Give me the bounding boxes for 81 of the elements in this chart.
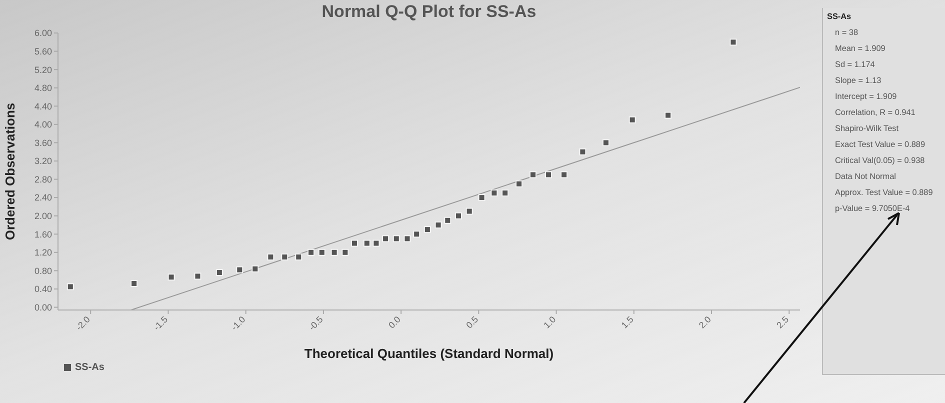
point (602, 139, 610, 146)
x-tick-label: 1.0 (542, 314, 558, 330)
x-tick-label: -0.5 (306, 314, 325, 332)
point (295, 253, 302, 260)
point (168, 274, 175, 281)
x-tick-label: 1.5 (619, 314, 636, 330)
y-tick-label: 2.80 (34, 174, 52, 184)
x-axis-title: Theoretical Quantiles (Standard Normal) (304, 346, 554, 361)
point (372, 240, 380, 247)
text: Shapiro-Wilk Test (835, 124, 899, 133)
point (342, 248, 349, 256)
point (490, 189, 498, 196)
point (130, 280, 138, 287)
point (350, 240, 358, 247)
text: SS-As (827, 12, 852, 21)
text: Mean = 1.909 (835, 44, 886, 53)
point (560, 171, 568, 178)
y-tick-label: 4.80 (34, 83, 52, 94)
point (382, 235, 390, 242)
y-tick-label: 3.60 (34, 138, 52, 148)
point (502, 189, 509, 196)
text: Slope = 1.13 (835, 76, 882, 85)
point (252, 265, 259, 272)
point (216, 269, 223, 276)
point (730, 38, 737, 46)
point (330, 248, 338, 256)
x-tick-label: -1.5 (152, 314, 170, 332)
point (308, 248, 315, 256)
point (66, 283, 74, 290)
point (392, 235, 400, 242)
point (444, 216, 452, 224)
y-tick-label: 2.00 (34, 211, 52, 222)
y-tick-label: 5.20 (34, 64, 52, 75)
x-tick-label: -2.0 (74, 314, 92, 332)
text: Critical Val(0.05) = 0.938 (835, 156, 925, 165)
y-tick-label: 4.40 (34, 101, 52, 112)
text: Approx. Test Value = 0.889 (835, 188, 933, 197)
text: Intercept = 1.909 (835, 92, 897, 101)
point (579, 148, 586, 156)
y-tick-label: 2.40 (34, 192, 52, 203)
point (545, 171, 552, 178)
point (363, 240, 370, 247)
y-tick-label: 1.20 (34, 248, 52, 258)
point (466, 208, 473, 215)
y-tick-label: 1.60 (34, 229, 52, 240)
y-tick-label: 0.00 (34, 302, 52, 312)
point (194, 272, 202, 280)
y-tick-label: 5.60 (34, 46, 52, 56)
point (664, 112, 672, 119)
point (318, 248, 326, 256)
text: p-Value = 9.7050E-4 (835, 204, 910, 213)
point (530, 171, 537, 178)
point (434, 221, 442, 228)
x-tick-label: 2.0 (697, 314, 713, 330)
point (628, 116, 636, 124)
y-tick-label: 3.20 (34, 156, 52, 166)
point (404, 235, 411, 242)
y-axis-title: Ordered Observations (2, 102, 18, 240)
text: Correlation, R = 0.941 (835, 108, 916, 117)
point (454, 212, 462, 220)
text: Data Not Normal (835, 172, 896, 181)
y-tick-label: 6.00 (34, 28, 52, 38)
x-tick-label: -1.0 (229, 314, 248, 332)
y-tick-label: 0.40 (34, 284, 52, 294)
point (478, 194, 486, 202)
x-tick-label: 2.5 (774, 314, 791, 330)
point (281, 253, 288, 260)
point (267, 253, 274, 260)
y-tick-label: 0.80 (34, 266, 52, 276)
x-tick-label: 0.0 (386, 314, 402, 330)
chart-title: Normal Q-Q Plot for SS-As (320, 2, 538, 22)
y-tick-label: 4.00 (34, 120, 52, 130)
point (236, 266, 244, 274)
text: Sd = 1.174 (835, 60, 875, 69)
point (424, 226, 431, 234)
x-tick-label: 0.5 (464, 314, 480, 330)
text: n = 38 (835, 28, 858, 37)
point (413, 230, 420, 238)
point (516, 180, 523, 188)
legend-label: SS-As (75, 362, 104, 373)
text: Exact Test Value = 0.889 (835, 140, 926, 149)
